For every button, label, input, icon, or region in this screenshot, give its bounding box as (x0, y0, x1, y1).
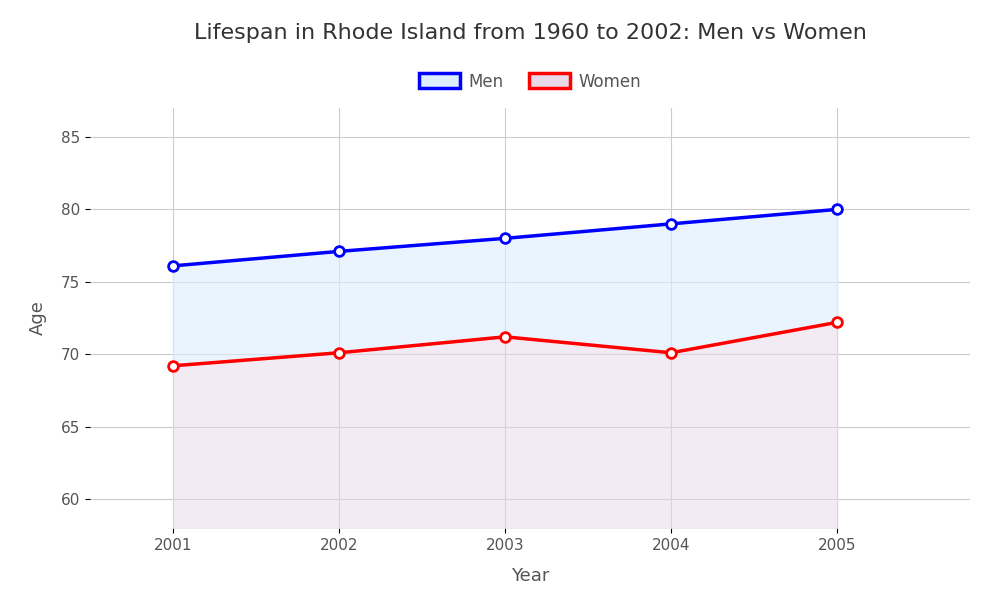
Y-axis label: Age: Age (29, 301, 47, 335)
Legend: Men, Women: Men, Women (412, 66, 648, 97)
Title: Lifespan in Rhode Island from 1960 to 2002: Men vs Women: Lifespan in Rhode Island from 1960 to 20… (194, 23, 866, 43)
X-axis label: Year: Year (511, 566, 549, 584)
